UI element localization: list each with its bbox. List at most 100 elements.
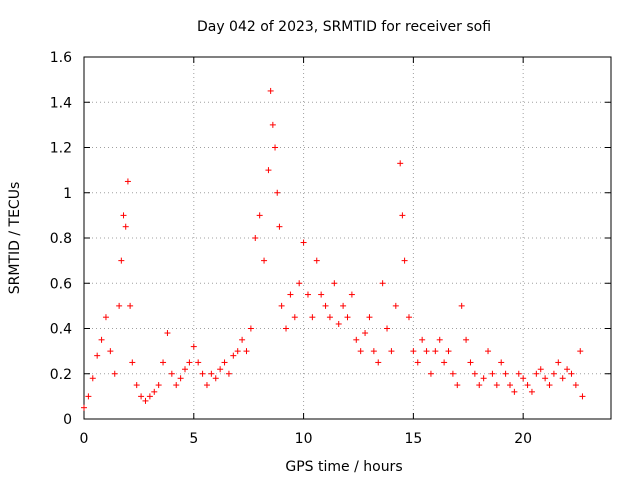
data-point (168, 370, 175, 377)
data-point (405, 314, 412, 321)
data-point (256, 212, 263, 219)
x-tick-label: 15 (404, 431, 422, 447)
data-point (375, 359, 382, 366)
data-point (546, 382, 553, 389)
data-point (291, 314, 298, 321)
data-point (511, 388, 518, 395)
data-point (111, 370, 118, 377)
y-tick-label: 0.8 (50, 231, 72, 247)
data-point (572, 382, 579, 389)
data-point (89, 375, 96, 382)
x-tick-label: 5 (189, 431, 198, 447)
data-point (502, 370, 509, 377)
data-point (357, 348, 364, 355)
data-point (274, 189, 281, 196)
data-point (401, 257, 408, 264)
data-points (81, 87, 586, 411)
y-tick-label: 1.2 (50, 141, 72, 157)
data-point (296, 280, 303, 287)
data-point (537, 366, 544, 373)
data-point (155, 382, 162, 389)
x-tick-label: 10 (295, 431, 313, 447)
data-point (265, 167, 272, 174)
data-point (94, 352, 101, 359)
data-point (542, 375, 549, 382)
data-point (353, 336, 360, 343)
data-point (278, 302, 285, 309)
data-point (195, 359, 202, 366)
data-point (370, 348, 377, 355)
data-point (506, 382, 513, 389)
x-axis-label: GPS time / hours (285, 459, 402, 475)
data-point (579, 393, 586, 400)
data-point (419, 336, 426, 343)
data-point (445, 348, 452, 355)
data-point (138, 393, 145, 400)
data-point (520, 375, 527, 382)
data-point (331, 280, 338, 287)
y-tick-label: 1.4 (50, 95, 72, 111)
data-point (300, 239, 307, 246)
data-point (190, 343, 197, 350)
data-point (384, 325, 391, 332)
data-point (230, 352, 237, 359)
data-point (489, 370, 496, 377)
data-point (142, 397, 149, 404)
data-point (564, 366, 571, 373)
data-point (449, 370, 456, 377)
data-point (243, 348, 250, 355)
data-point (118, 257, 125, 264)
data-point (493, 382, 500, 389)
data-point (239, 336, 246, 343)
data-point (344, 314, 351, 321)
grid (84, 57, 611, 419)
data-point (98, 336, 105, 343)
data-point (122, 223, 129, 230)
data-point (203, 382, 210, 389)
x-tick-label: 0 (80, 431, 89, 447)
data-point (414, 359, 421, 366)
data-point (272, 144, 279, 151)
data-point (287, 291, 294, 298)
data-point (322, 302, 329, 309)
data-point (348, 291, 355, 298)
data-point (107, 348, 114, 355)
data-point (221, 359, 228, 366)
data-point (555, 359, 562, 366)
data-point (528, 388, 535, 395)
data-point (120, 212, 127, 219)
data-point (151, 388, 158, 395)
data-point (269, 121, 276, 128)
data-point (234, 348, 241, 355)
data-point (476, 382, 483, 389)
data-point (276, 223, 283, 230)
y-axis-label: SRMTID / TECUs (7, 182, 23, 295)
data-point (399, 212, 406, 219)
data-point (116, 302, 123, 309)
data-point (427, 370, 434, 377)
data-point (173, 382, 180, 389)
data-point (463, 336, 470, 343)
data-point (533, 370, 540, 377)
y-tick-label: 0.4 (50, 322, 72, 338)
data-point (441, 359, 448, 366)
data-point (366, 314, 373, 321)
data-point (454, 382, 461, 389)
data-point (225, 370, 232, 377)
data-point (458, 302, 465, 309)
data-point (485, 348, 492, 355)
data-point (515, 370, 522, 377)
data-point (164, 330, 171, 337)
data-point (267, 87, 274, 94)
data-point (85, 393, 92, 400)
y-tick-label: 0 (63, 412, 72, 428)
data-point (335, 320, 342, 327)
y-tick-label: 1 (63, 186, 72, 202)
data-point (261, 257, 268, 264)
data-point (146, 393, 153, 400)
data-point (283, 325, 290, 332)
y-tick-label: 0.2 (50, 367, 72, 383)
data-point (423, 348, 430, 355)
